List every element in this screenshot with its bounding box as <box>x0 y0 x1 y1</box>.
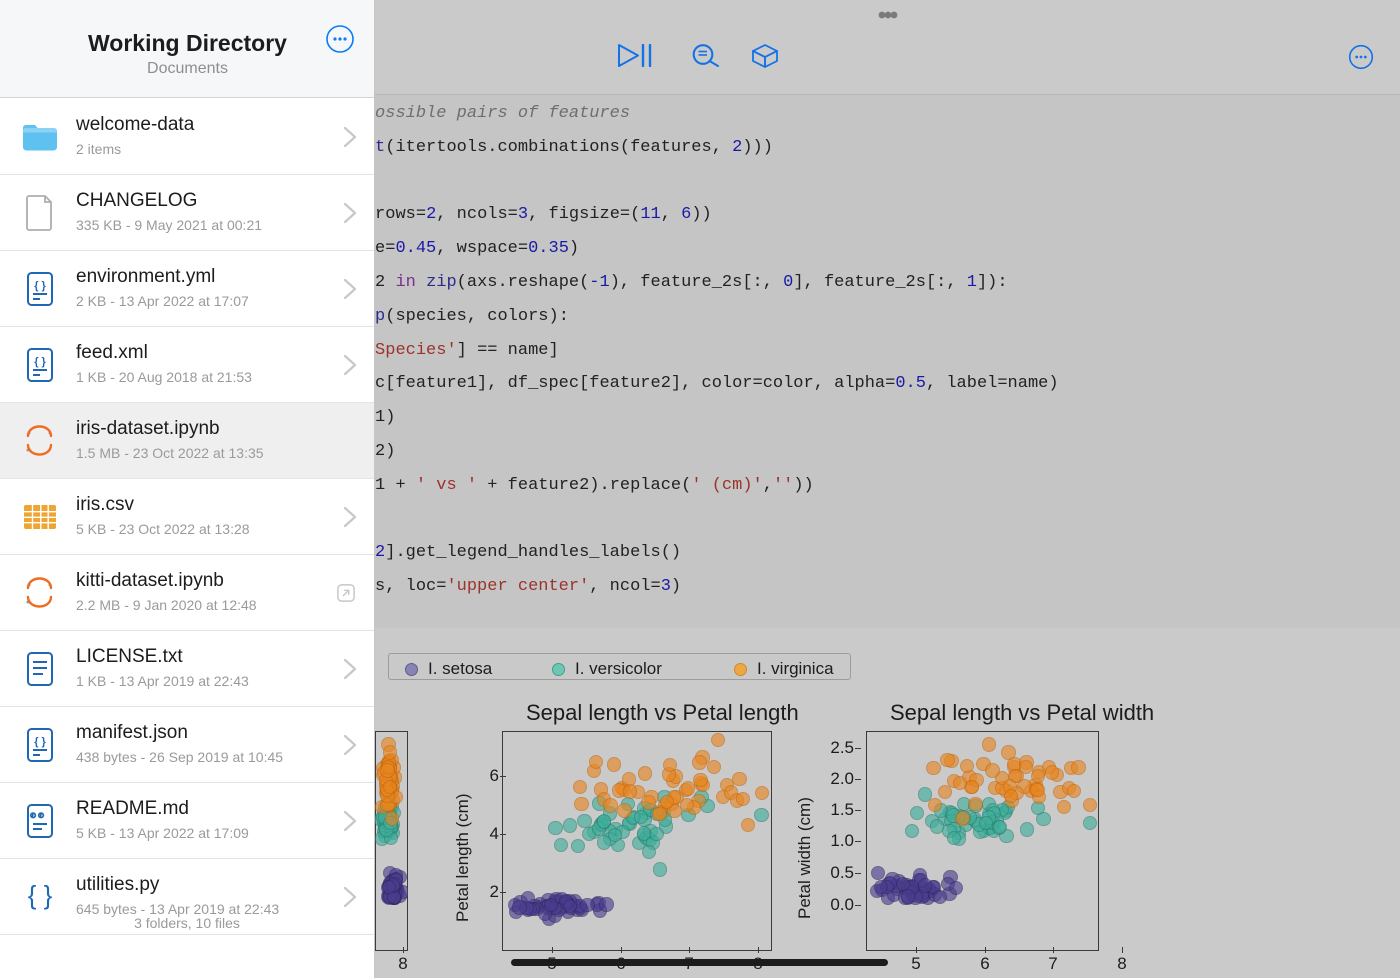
svg-text:{ }: { } <box>34 736 46 748</box>
svg-text:{ }: { } <box>34 280 46 292</box>
svg-text:{ }: { } <box>28 880 53 910</box>
svg-text:{ }: { } <box>34 356 46 368</box>
